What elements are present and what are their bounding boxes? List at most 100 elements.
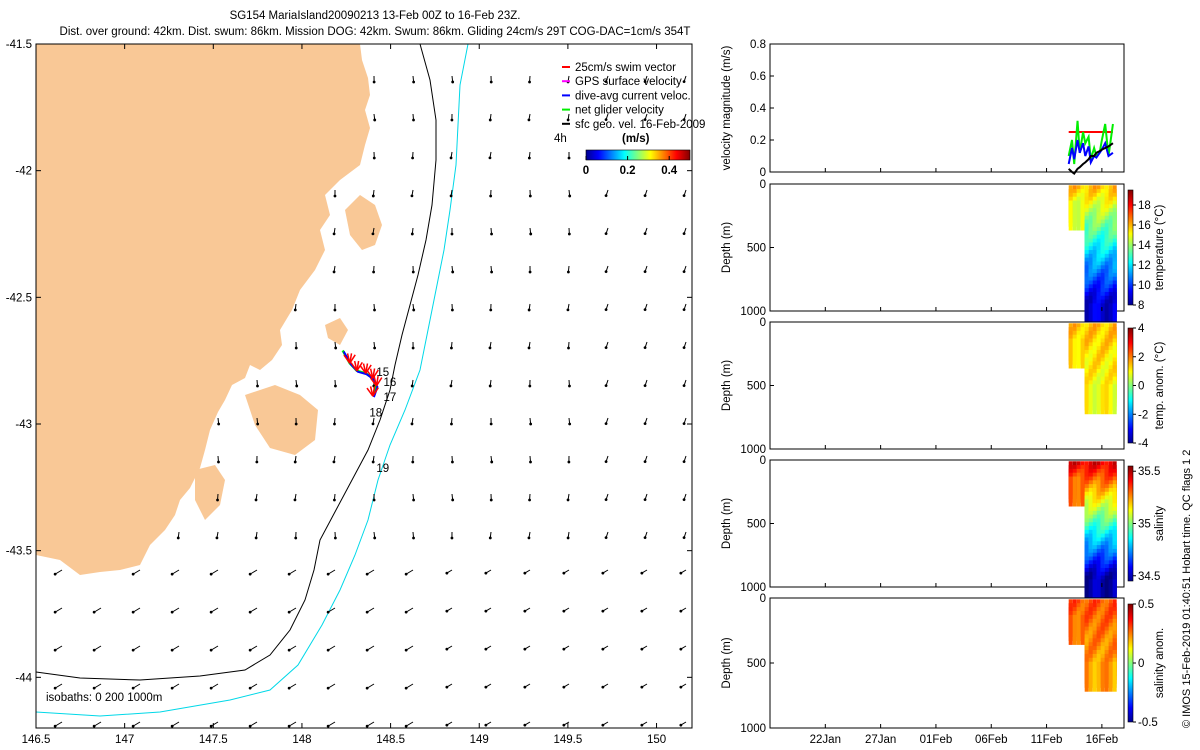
map-frame xyxy=(35,43,693,729)
current-arrow-head xyxy=(334,384,337,388)
current-arrow-head xyxy=(412,308,416,312)
current-arrow-head xyxy=(640,571,644,575)
y-tick-label: 0 xyxy=(760,593,766,605)
glider-track xyxy=(341,349,383,398)
current-arrow-head xyxy=(334,346,338,350)
current-arrow-head xyxy=(170,572,174,576)
current-arrow-head xyxy=(604,498,608,502)
current-arrow-head xyxy=(404,572,408,576)
current-arrow-head xyxy=(404,686,408,690)
profile-cell xyxy=(1100,661,1105,692)
current-arrow-head xyxy=(489,422,493,426)
current-arrow-head xyxy=(489,498,493,502)
profile-cell xyxy=(1104,579,1109,610)
profile-cell xyxy=(1104,384,1109,415)
current-arrow-head xyxy=(640,685,644,689)
legend-entry: GPS surface velocity xyxy=(575,76,682,88)
current-arrow-head xyxy=(490,460,494,464)
title-line-1: SG154 MariaIsland20090213 13-Feb 00Z to … xyxy=(230,10,521,22)
current-arrow-head xyxy=(643,194,647,198)
profile-cell xyxy=(1096,303,1101,334)
current-arrow-head xyxy=(450,346,453,350)
current-arrow-head xyxy=(488,536,492,540)
profile-cell xyxy=(1068,614,1073,645)
time-series-panels: velocity magnitude (m/s) 0 0.2 0.4 0.6 0.8 Dep… xyxy=(721,39,1166,746)
current-arrow-head xyxy=(92,648,96,652)
current-arrow-head xyxy=(484,571,488,575)
map-x-tick-label: 148 xyxy=(292,734,311,746)
map-y-tick-label: -43 xyxy=(15,419,32,431)
profile-cell xyxy=(1072,476,1077,507)
current-arrow-head xyxy=(209,724,213,728)
profile-cell xyxy=(1080,338,1085,369)
y-tick-label: 1000 xyxy=(740,306,766,318)
current-arrow-head xyxy=(326,724,330,728)
legend-entry: sfc geo. vel. 16-Feb-2009 xyxy=(575,119,705,131)
current-arrow-head xyxy=(287,724,291,728)
swim-vector xyxy=(372,387,379,397)
current-arrow-head xyxy=(682,422,686,426)
colorbar-tick-label: -4 xyxy=(1138,438,1149,450)
current-arrow-head xyxy=(489,308,493,312)
current-arrow-head xyxy=(170,724,174,728)
current-arrow-head xyxy=(484,723,488,727)
current-arrow-head xyxy=(567,156,571,160)
profile-cell xyxy=(1092,661,1097,692)
current-arrow-head xyxy=(332,270,336,274)
colorbar-tick-label: -0.5 xyxy=(1138,717,1158,729)
current-arrow-head xyxy=(92,610,96,614)
current-arrow-head xyxy=(527,308,531,312)
velocity-series-line xyxy=(1067,142,1114,176)
colorbar-tick-label: -2 xyxy=(1138,409,1148,421)
map-x-tick-label: 149 xyxy=(470,734,489,746)
y-tick-label: 0.4 xyxy=(750,103,767,115)
time-tick-label: 27Jan xyxy=(865,734,896,746)
current-arrow-head xyxy=(682,536,686,540)
current-arrow-head xyxy=(450,308,454,312)
current-arrow-head xyxy=(410,194,414,198)
current-arrow-head xyxy=(209,686,213,690)
map-x-tick-label: 147.5 xyxy=(199,734,228,746)
current-arrow-head xyxy=(248,724,252,728)
colorbar-tick-label: 34.5 xyxy=(1138,571,1160,583)
current-arrow-head xyxy=(450,536,454,540)
current-arrow-head xyxy=(170,686,174,690)
profile-cell xyxy=(1112,303,1117,334)
current-arrow-head xyxy=(411,156,414,160)
profile-cell xyxy=(1084,661,1089,692)
current-arrow-head xyxy=(604,118,608,122)
current-arrow-head xyxy=(293,308,297,312)
tasmania-landmass xyxy=(36,44,370,575)
current-arrow-head xyxy=(256,422,260,426)
profile-cell xyxy=(1088,579,1093,610)
current-arrow-head xyxy=(287,686,291,690)
current-arrow-head xyxy=(528,270,532,274)
current-arrow-head xyxy=(451,80,455,84)
current-arrow-head xyxy=(523,685,527,689)
current-arrow-head xyxy=(488,346,492,350)
profile-cell xyxy=(1108,303,1113,334)
y-tick-label: 0 xyxy=(760,179,766,191)
colorbar-tick-label: 16 xyxy=(1138,220,1151,232)
current-arrow-head xyxy=(528,498,531,502)
colorbar-tick-label: 12 xyxy=(1138,260,1151,272)
day-label: 18 xyxy=(369,407,382,419)
current-arrow-head xyxy=(562,723,566,727)
current-arrow-head xyxy=(601,723,605,727)
y-tick-label: 1000 xyxy=(740,723,766,735)
current-arrow-head xyxy=(527,346,531,350)
profile-cell xyxy=(1072,200,1077,231)
current-arrow-head xyxy=(682,384,686,388)
map-axes: 146.5 147 147.5 148 148.5 149 149.5 150-41.5-42… xyxy=(6,39,692,746)
current-arrow-head xyxy=(562,571,566,575)
bruny-island xyxy=(195,465,225,520)
current-arrow-head xyxy=(604,270,608,274)
profile-cell xyxy=(1084,579,1089,610)
current-arrow-head xyxy=(604,80,608,84)
current-arrow-head xyxy=(484,685,488,689)
isobath-1000m xyxy=(36,44,469,717)
current-arrow-head xyxy=(643,270,647,274)
panel-colorbar xyxy=(1127,189,1134,306)
current-arrow-head xyxy=(568,194,572,198)
legend-entry: dive-avg current veloc. xyxy=(575,90,691,102)
